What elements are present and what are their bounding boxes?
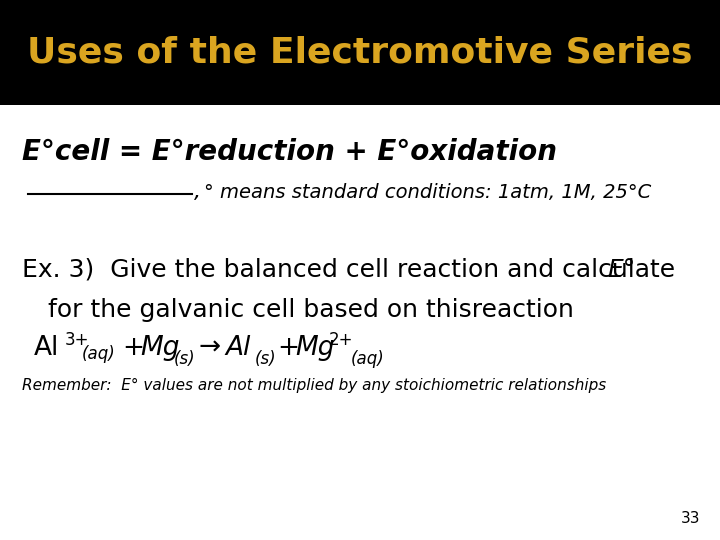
Text: Ex. 3)  Give the balanced cell reaction and calculate: Ex. 3) Give the balanced cell reaction a… [22,258,683,282]
Text: (s): (s) [174,350,196,368]
Text: for the galvanic cell based on thisreaction: for the galvanic cell based on thisreact… [48,298,574,322]
Text: →: → [198,335,220,361]
Text: Uses of the Electromotive Series: Uses of the Electromotive Series [27,36,693,70]
Text: +: + [122,335,144,361]
Text: E°: E° [607,258,635,282]
Text: 33: 33 [680,511,700,526]
Bar [0,0,720,105]
Text: (aq): (aq) [82,345,116,363]
Text: (aq): (aq) [351,350,384,368]
Text: ° means standard conditions: 1atm, 1M, 25°C: ° means standard conditions: 1atm, 1M, 2… [204,183,652,201]
Text: +: + [277,335,299,361]
Text: E°cell = E°reduction + E°oxidation: E°cell = E°reduction + E°oxidation [22,138,557,166]
Text: (s): (s) [255,350,276,368]
Text: Remember:  E° values are not multiplied by any stoichiometric relationships: Remember: E° values are not multiplied b… [22,377,606,393]
Text: 2+: 2+ [329,331,354,349]
Text: 3+: 3+ [65,331,89,349]
Text: Al: Al [34,335,59,361]
Text: Mg: Mg [140,335,179,361]
Text: Al: Al [225,335,251,361]
Text: ,: , [194,182,201,202]
Text: Mg: Mg [295,335,335,361]
